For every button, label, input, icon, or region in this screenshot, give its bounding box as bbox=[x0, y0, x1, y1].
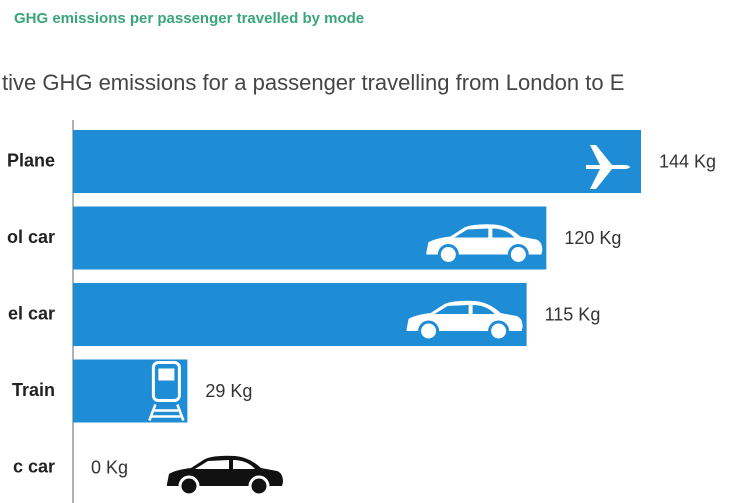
category-label: c car bbox=[13, 456, 55, 476]
bar bbox=[73, 130, 641, 193]
icon bbox=[167, 455, 283, 497]
car-wheel bbox=[178, 475, 200, 497]
train-window bbox=[158, 368, 175, 381]
chart-subtitle: GHG emissions per passenger travelled by… bbox=[14, 10, 364, 27]
icon bbox=[586, 145, 630, 189]
icon bbox=[406, 300, 523, 342]
category-label: el car bbox=[8, 303, 55, 323]
car-wheel bbox=[488, 320, 510, 342]
chart-title: tive GHG emissions for a passenger trave… bbox=[2, 70, 624, 95]
category-label: ol car bbox=[7, 227, 55, 247]
value-label: 115 Kg bbox=[545, 304, 601, 324]
category-label: Train bbox=[12, 380, 55, 400]
car-wheel bbox=[507, 244, 529, 265]
car-window bbox=[454, 228, 515, 238]
car-wheel bbox=[437, 244, 459, 265]
value-label: 120 Kg bbox=[564, 228, 621, 248]
car-wheel bbox=[248, 475, 270, 497]
train-track bbox=[148, 404, 185, 421]
value-label: 29 Kg bbox=[205, 381, 252, 401]
train-body bbox=[151, 361, 181, 402]
category-label: Plane bbox=[7, 150, 55, 170]
plane-icon bbox=[586, 145, 630, 189]
car-wheel bbox=[418, 320, 440, 342]
value-label: 0 Kg bbox=[91, 457, 128, 477]
icon bbox=[426, 224, 543, 265]
icon bbox=[148, 361, 185, 421]
car-window bbox=[434, 305, 495, 314]
car-window bbox=[195, 460, 255, 469]
value-label: 144 Kg bbox=[659, 151, 716, 171]
